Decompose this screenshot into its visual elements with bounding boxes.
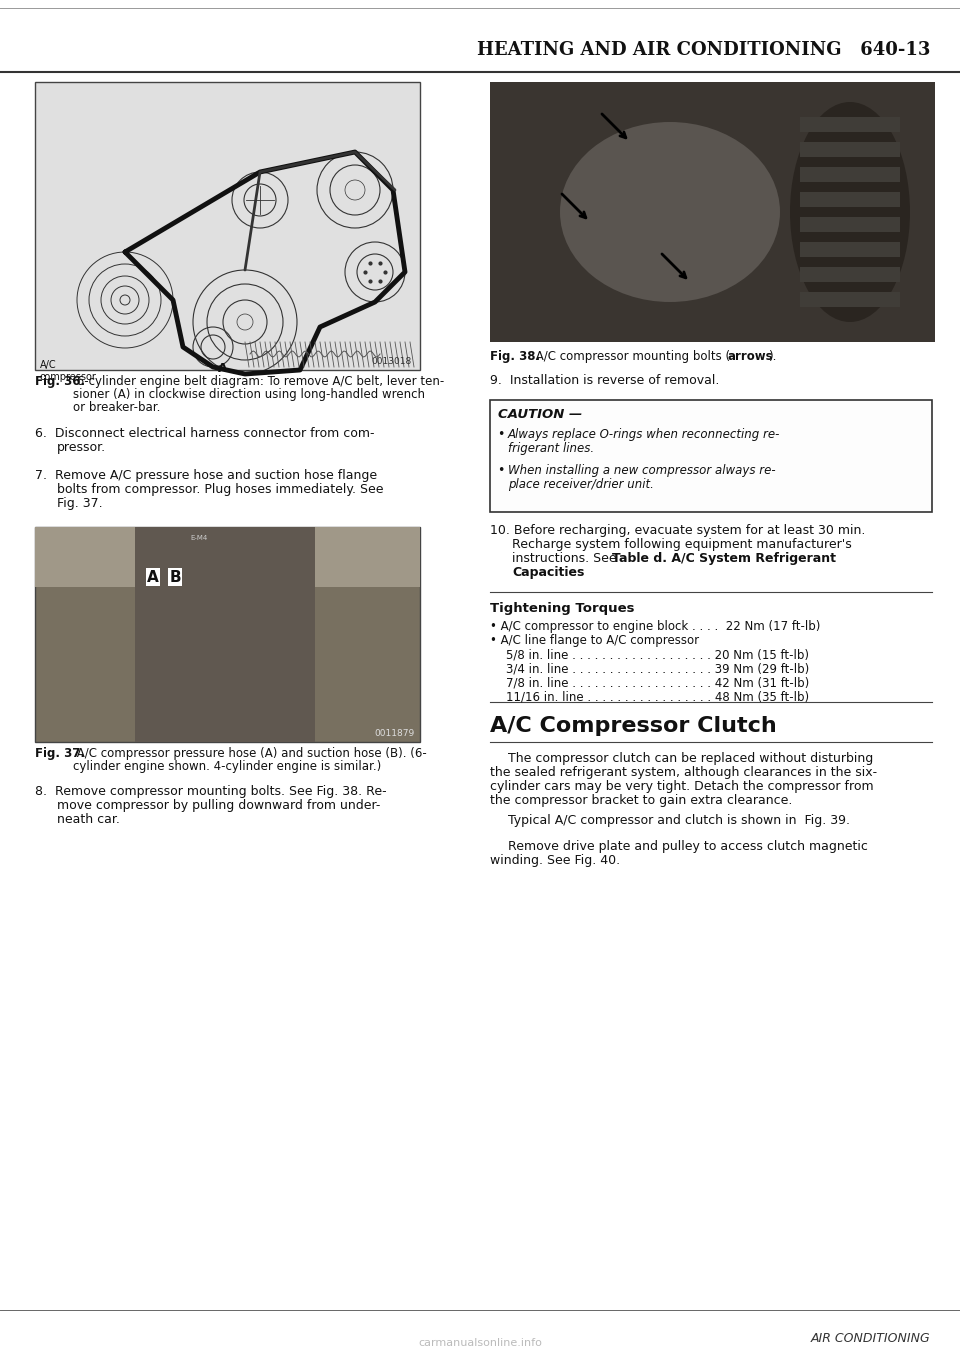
Bar bbox=[800, 117, 900, 132]
Text: 7/8 in. line . . . . . . . . . . . . . . . . . . . 42 Nm (31 ft-lb): 7/8 in. line . . . . . . . . . . . . . .… bbox=[506, 676, 809, 689]
Bar bbox=[800, 167, 900, 182]
Ellipse shape bbox=[560, 122, 780, 303]
Text: Fig. 36.: Fig. 36. bbox=[35, 375, 85, 388]
Text: Capacities: Capacities bbox=[512, 566, 585, 579]
Text: 10. Before recharging, evacuate system for at least 30 min.: 10. Before recharging, evacuate system f… bbox=[490, 524, 865, 537]
Text: neath car.: neath car. bbox=[57, 813, 120, 826]
Text: 0013018: 0013018 bbox=[372, 357, 412, 366]
Text: CAUTION —: CAUTION — bbox=[498, 408, 583, 421]
Bar bbox=[490, 400, 932, 512]
Bar bbox=[800, 191, 900, 208]
Text: A: A bbox=[147, 570, 158, 585]
Text: A: A bbox=[218, 362, 228, 375]
Text: 6-cylinder engine belt diagram: To remove A/C belt, lever ten-: 6-cylinder engine belt diagram: To remov… bbox=[73, 375, 444, 388]
Text: B: B bbox=[169, 570, 180, 585]
Text: E-M4: E-M4 bbox=[190, 535, 207, 541]
Bar bbox=[800, 292, 900, 307]
Text: 11/16 in. line . . . . . . . . . . . . . . . . . 48 Nm (35 ft-lb): 11/16 in. line . . . . . . . . . . . . .… bbox=[506, 689, 809, 703]
Text: • A/C line flange to A/C compressor: • A/C line flange to A/C compressor bbox=[490, 634, 699, 647]
Text: carmanualsonline.info: carmanualsonline.info bbox=[418, 1338, 542, 1348]
Text: 7.  Remove A/C pressure hose and suction hose flange: 7. Remove A/C pressure hose and suction … bbox=[35, 470, 377, 482]
Text: move compressor by pulling downward from under-: move compressor by pulling downward from… bbox=[57, 799, 380, 811]
Text: 5/8 in. line . . . . . . . . . . . . . . . . . . . 20 Nm (15 ft-lb): 5/8 in. line . . . . . . . . . . . . . .… bbox=[506, 649, 809, 661]
Bar bbox=[800, 217, 900, 232]
Text: Fig. 37.: Fig. 37. bbox=[35, 746, 85, 760]
Bar bbox=[800, 242, 900, 256]
Text: Fig. 38.: Fig. 38. bbox=[490, 350, 540, 364]
Bar bbox=[800, 267, 900, 282]
Text: 8.  Remove compressor mounting bolts. See Fig. 38. Re-: 8. Remove compressor mounting bolts. See… bbox=[35, 784, 387, 798]
Text: arrows: arrows bbox=[727, 350, 773, 364]
Text: AIR CONDITIONING: AIR CONDITIONING bbox=[810, 1333, 930, 1345]
Bar bbox=[490, 81, 935, 342]
Text: A/C compressor mounting bolts (: A/C compressor mounting bolts ( bbox=[532, 350, 731, 364]
Text: pressor.: pressor. bbox=[57, 441, 107, 455]
Text: A/C Compressor Clutch: A/C Compressor Clutch bbox=[490, 716, 777, 735]
Text: instructions. See: instructions. See bbox=[512, 552, 620, 565]
Text: 6.  Disconnect electrical harness connector from com-: 6. Disconnect electrical harness connect… bbox=[35, 427, 374, 440]
Text: 0011879: 0011879 bbox=[374, 729, 415, 738]
Text: .: . bbox=[572, 566, 576, 579]
Bar bbox=[490, 81, 935, 342]
Bar bbox=[35, 527, 420, 588]
Text: the sealed refrigerant system, although clearances in the six-: the sealed refrigerant system, although … bbox=[490, 765, 877, 779]
Text: Tightening Torques: Tightening Torques bbox=[490, 603, 635, 615]
Text: A/C
compressor: A/C compressor bbox=[40, 360, 97, 381]
Text: or breaker-bar.: or breaker-bar. bbox=[73, 402, 160, 414]
Text: The compressor clutch can be replaced without disturbing: The compressor clutch can be replaced wi… bbox=[508, 752, 874, 765]
Text: the compressor bracket to gain extra clearance.: the compressor bracket to gain extra cle… bbox=[490, 794, 792, 807]
Text: 3/4 in. line . . . . . . . . . . . . . . . . . . . 39 Nm (29 ft-lb): 3/4 in. line . . . . . . . . . . . . . .… bbox=[506, 662, 809, 674]
Text: Typical A/C compressor and clutch is shown in  Fig. 39.: Typical A/C compressor and clutch is sho… bbox=[508, 814, 850, 826]
Text: frigerant lines.: frigerant lines. bbox=[508, 442, 594, 455]
Ellipse shape bbox=[790, 102, 910, 322]
Bar bbox=[35, 81, 420, 370]
Text: When installing a new compressor always re-: When installing a new compressor always … bbox=[508, 464, 776, 478]
Text: • A/C compressor to engine block . . . .  22 Nm (17 ft-lb): • A/C compressor to engine block . . . .… bbox=[490, 620, 821, 632]
Text: winding. See Fig. 40.: winding. See Fig. 40. bbox=[490, 854, 620, 867]
Text: Remove drive plate and pulley to access clutch magnetic: Remove drive plate and pulley to access … bbox=[508, 840, 868, 854]
Text: Recharge system following equipment manufacturer's: Recharge system following equipment manu… bbox=[512, 537, 852, 551]
Text: Always replace O-rings when reconnecting re-: Always replace O-rings when reconnecting… bbox=[508, 427, 780, 441]
Text: bolts from compressor. Plug hoses immediately. See: bolts from compressor. Plug hoses immedi… bbox=[57, 483, 383, 497]
Bar bbox=[35, 527, 420, 742]
Bar bbox=[800, 142, 900, 157]
Text: Table d. A/C System Refrigerant: Table d. A/C System Refrigerant bbox=[612, 552, 836, 565]
Text: ).: ). bbox=[768, 350, 777, 364]
Text: Fig. 37.: Fig. 37. bbox=[57, 497, 103, 510]
Text: sioner (A) in clockwise direction using long-handled wrench: sioner (A) in clockwise direction using … bbox=[73, 388, 425, 402]
Text: cylinder cars may be very tight. Detach the compressor from: cylinder cars may be very tight. Detach … bbox=[490, 780, 874, 792]
Text: 9.  Installation is reverse of removal.: 9. Installation is reverse of removal. bbox=[490, 375, 719, 387]
Text: place receiver/drier unit.: place receiver/drier unit. bbox=[508, 478, 654, 491]
Text: •: • bbox=[498, 464, 510, 478]
Text: HEATING AND AIR CONDITIONING   640-13: HEATING AND AIR CONDITIONING 640-13 bbox=[476, 41, 930, 58]
Text: A/C compressor pressure hose (A) and suction hose (B). (6-: A/C compressor pressure hose (A) and suc… bbox=[73, 746, 427, 760]
Bar bbox=[135, 527, 315, 742]
Text: cylinder engine shown. 4-cylinder engine is similar.): cylinder engine shown. 4-cylinder engine… bbox=[73, 760, 381, 773]
Text: •: • bbox=[498, 427, 510, 441]
